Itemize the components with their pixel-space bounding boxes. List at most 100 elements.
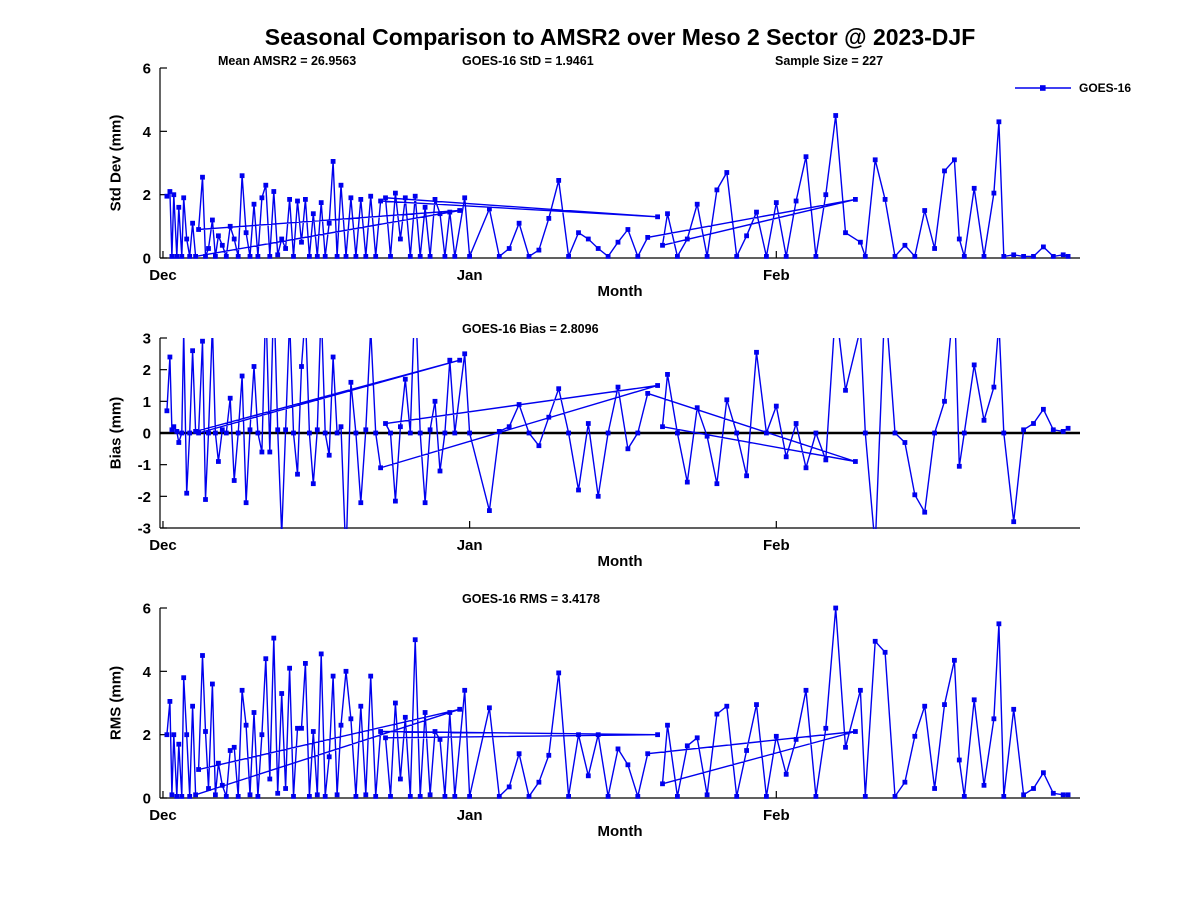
data-point-marker: [412, 637, 418, 643]
data-point-marker: [635, 430, 641, 436]
data-point-marker: [417, 794, 423, 799]
data-point-marker: [694, 201, 700, 207]
data-point-marker: [255, 430, 261, 436]
data-point-marker: [200, 653, 205, 658]
data-point-marker: [665, 722, 670, 728]
data-point-marker: [437, 737, 443, 742]
data-point-marker: [956, 757, 962, 763]
data-point-marker: [398, 424, 403, 430]
data-point-marker: [526, 430, 532, 436]
data-point-marker: [171, 424, 177, 430]
data-point-marker: [179, 254, 185, 259]
data-point-marker: [1041, 244, 1046, 250]
data-point-marker: [764, 254, 769, 259]
data-point-marker: [223, 794, 229, 799]
data-point-marker: [971, 185, 977, 191]
rms-subplot: Dec Jan Feb 0 2 4 6: [143, 601, 1080, 824]
data-point-marker: [402, 195, 408, 201]
data-point-marker: [1041, 406, 1046, 412]
data-point-marker: [783, 254, 789, 259]
data-point-marker: [259, 195, 265, 201]
data-point-marker: [684, 236, 690, 242]
data-point-marker: [422, 500, 428, 506]
data-point-marker: [704, 254, 710, 259]
data-point-marker: [171, 192, 177, 198]
data-point-marker: [383, 735, 388, 741]
data-point-marker: [655, 214, 660, 220]
data-point-marker: [267, 776, 273, 782]
rms-y-axis-label: RMS (mm): [107, 665, 125, 741]
figure-title: Seasonal Comparison to AMSR2 over Meso 2…: [264, 24, 976, 50]
data-point-marker: [243, 230, 249, 236]
data-point-marker: [259, 449, 265, 455]
data-point-marker: [724, 703, 730, 709]
data-point-marker: [267, 254, 273, 259]
data-point-marker: [231, 236, 237, 242]
data-point-marker: [1050, 427, 1056, 433]
data-point-marker: [714, 481, 720, 487]
data-point-marker: [932, 430, 937, 436]
x-tick-label: Dec: [149, 267, 177, 284]
data-point-marker: [764, 430, 769, 436]
data-point-marker: [227, 395, 233, 401]
data-point-marker: [605, 254, 611, 259]
data-point-marker: [216, 760, 221, 766]
data-point-marker: [932, 246, 937, 251]
data-point-marker: [363, 792, 369, 798]
data-point-marker: [348, 716, 354, 722]
data-point-marker: [506, 424, 512, 430]
data-point-marker: [358, 500, 364, 506]
data-point-marker: [853, 197, 858, 202]
data-point-marker: [164, 732, 170, 738]
data-point-marker: [595, 246, 601, 251]
data-point-marker: [912, 733, 918, 739]
bias-data-group: [164, 338, 1071, 529]
data-point-marker: [452, 430, 458, 436]
data-point-marker: [338, 182, 344, 188]
data-point-marker: [961, 794, 967, 799]
data-point-marker: [956, 463, 962, 469]
data-point-marker: [383, 421, 388, 426]
data-point-marker: [724, 397, 730, 403]
data-point-marker: [823, 725, 829, 731]
data-point-marker: [200, 174, 205, 180]
data-point-marker: [961, 254, 967, 259]
y-tick-label: 0: [143, 791, 151, 808]
data-point-marker: [675, 794, 680, 799]
data-point-marker: [251, 201, 257, 207]
data-point-marker: [299, 725, 304, 731]
data-point-marker: [363, 254, 369, 259]
data-point-marker: [1060, 792, 1066, 798]
data-point-marker: [427, 427, 433, 433]
data-point-marker: [793, 737, 799, 742]
data-point-marker: [1011, 519, 1017, 525]
data-point-marker: [181, 675, 187, 681]
data-point-marker: [447, 710, 453, 715]
data-point-marker: [536, 443, 542, 449]
data-point-marker: [193, 792, 198, 798]
data-point-marker: [184, 732, 190, 738]
data-point-marker: [368, 673, 374, 679]
data-point-marker: [694, 405, 700, 411]
legend-line-icon: [1015, 85, 1071, 91]
data-point-marker: [393, 190, 398, 196]
data-point-marker: [1001, 430, 1007, 436]
data-point-marker: [660, 424, 665, 430]
data-point-marker: [892, 254, 898, 259]
data-point-marker: [462, 195, 468, 201]
data-point-marker: [442, 430, 448, 436]
data-point-marker: [912, 492, 918, 498]
data-point-marker: [353, 430, 359, 436]
data-point-marker: [295, 725, 300, 731]
data-point-marker: [956, 236, 962, 242]
data-point-marker: [942, 398, 947, 404]
sample-size-annotation: Sample Size = 227: [775, 54, 884, 68]
data-point-marker: [176, 741, 182, 747]
data-point-marker: [556, 386, 562, 392]
data-point-marker: [892, 430, 898, 436]
data-point-marker: [187, 430, 193, 436]
data-point-marker: [506, 246, 512, 251]
data-point-marker: [267, 449, 273, 455]
data-point-marker: [872, 638, 878, 644]
data-point-marker: [318, 200, 324, 205]
